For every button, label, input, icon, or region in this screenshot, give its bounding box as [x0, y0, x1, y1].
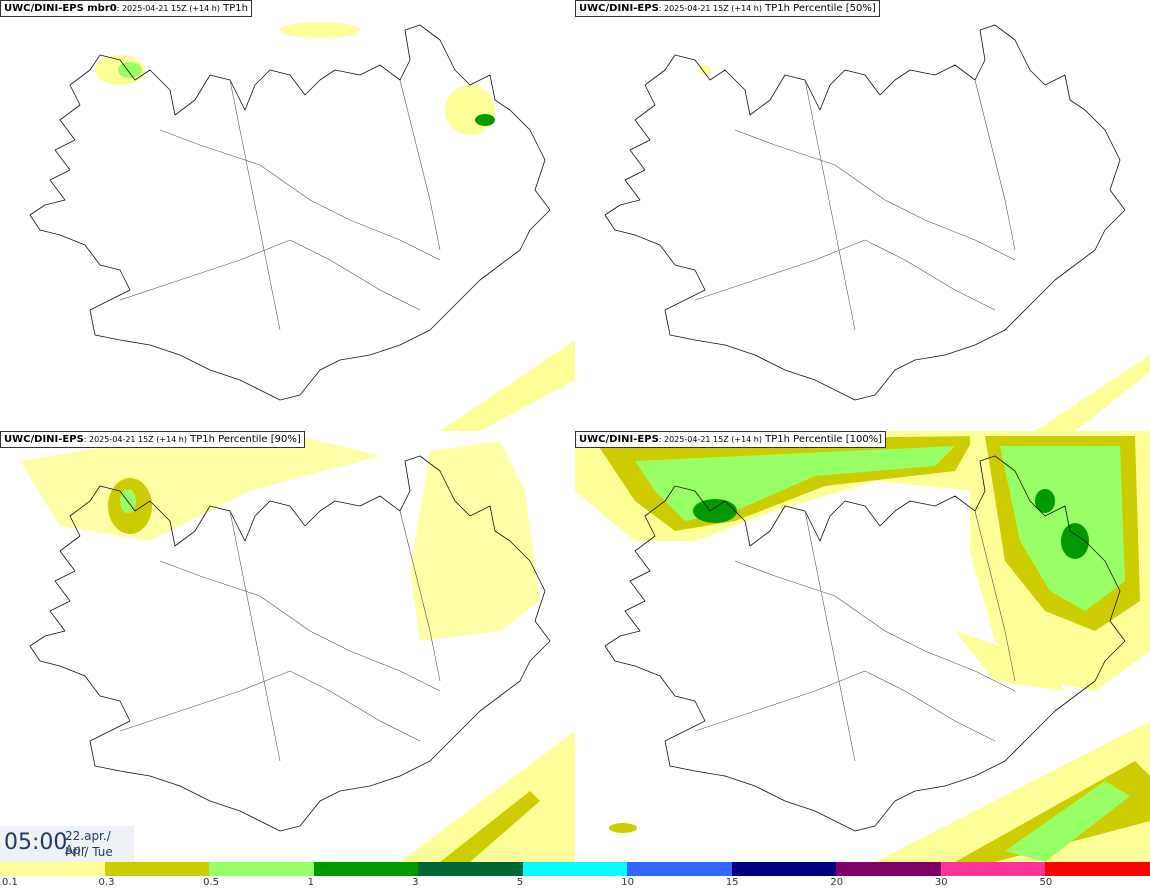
colorbar-labels: 0.1 0.3 0.5 1 3 5 10 15 20 30 50: [0, 876, 1150, 891]
colorbar-swatch: [522, 862, 628, 876]
field-name: TP1h Percentile [50%]: [761, 3, 876, 14]
model-name: UWC/DINI-EPS: [579, 3, 659, 14]
colorbar-swatch: [627, 862, 732, 876]
run-time: : 2025-04-21 15Z (+14 h): [116, 4, 220, 13]
colorbar-swatch: [209, 862, 314, 876]
colorbar-label: 30: [934, 877, 948, 888]
map-panel-member0: UWC/DINI-EPS mbr0: 2025-04-21 15Z (+14 h…: [0, 0, 575, 431]
field-name: TP1h: [219, 3, 248, 14]
iceland-map: [20, 436, 575, 862]
colorbar-label: 5: [516, 877, 524, 888]
panel-title: UWC/DINI-EPS: 2025-04-21 15Z (+14 h) TP1…: [575, 0, 880, 17]
model-name: UWC/DINI-EPS mbr0: [4, 3, 117, 14]
colorbar-swatch: [940, 862, 1046, 876]
colorbar-swatch: [313, 862, 419, 876]
colorbar-label: 1: [307, 877, 314, 888]
colorbar-label: 0.5: [203, 877, 219, 888]
colorbar-swatch: [836, 862, 941, 876]
panel-title: UWC/DINI-EPS: 2025-04-21 15Z (+14 h) TP1…: [575, 431, 887, 448]
colorbar-label: 50: [1039, 877, 1053, 888]
panel-title: UWC/DINI-EPS mbr0: 2025-04-21 15Z (+14 h…: [0, 0, 252, 17]
map-panel-p50: UWC/DINI-EPS: 2025-04-21 15Z (+14 h) TP1…: [575, 0, 1150, 431]
field-name: TP1h Percentile [90%]: [186, 434, 301, 445]
map-panel-p90: UWC/DINI-EPS: 2025-04-21 15Z (+14 h) TP1…: [0, 431, 575, 862]
valid-weekday: Þri./ Tue: [65, 845, 113, 859]
map-panel-p100: UWC/DINI-EPS: 2025-04-21 15Z (+14 h) TP1…: [575, 431, 1150, 862]
run-time: : 2025-04-21 15Z (+14 h): [658, 4, 762, 13]
colorbar-label: 0.3: [98, 877, 115, 888]
valid-date: 22.apr./ Apr: [65, 829, 111, 857]
colorbar-label: 0.1: [2, 877, 18, 888]
colorbar: [0, 862, 1150, 876]
iceland-map: [575, 431, 1150, 862]
colorbar-swatch: [731, 862, 837, 876]
colorbar-swatch: [0, 862, 105, 876]
run-time: : 2025-04-21 15Z (+14 h): [658, 435, 762, 444]
colorbar-label: 3: [412, 877, 419, 888]
colorbar-label: 15: [725, 877, 739, 888]
colorbar-label: 10: [621, 877, 634, 888]
model-name: UWC/DINI-EPS: [579, 434, 659, 445]
model-name: UWC/DINI-EPS: [4, 434, 84, 445]
iceland-map: [604, 24, 1150, 431]
run-time: : 2025-04-21 15Z (+14 h): [83, 435, 187, 444]
colorbar-label: 20: [830, 877, 844, 888]
panel-title: UWC/DINI-EPS: 2025-04-21 15Z (+14 h) TP1…: [0, 431, 305, 448]
valid-time-box: 05:00 22.apr./ Apr Þri./ Tue: [0, 826, 134, 862]
colorbar-swatch: [1045, 862, 1150, 876]
colorbar-swatch: [418, 862, 523, 876]
iceland-map: [29, 22, 575, 431]
field-name: TP1h Percentile [100%]: [761, 434, 883, 445]
colorbar-swatch: [104, 862, 210, 876]
valid-time: 05:00: [4, 830, 68, 855]
